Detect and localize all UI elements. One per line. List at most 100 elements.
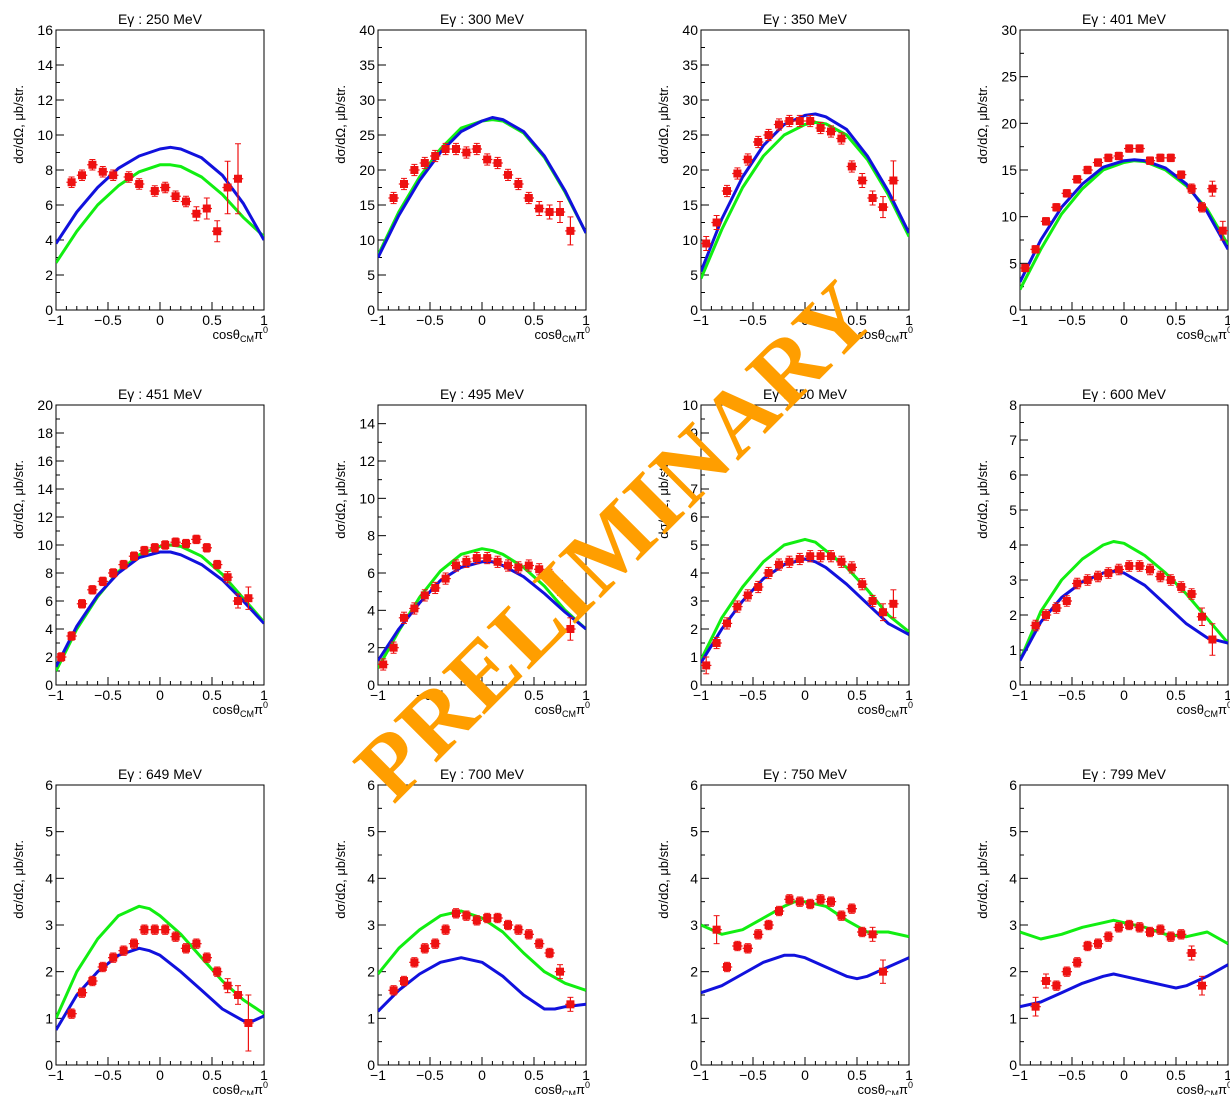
data-point	[472, 916, 481, 925]
x-tick-label: −1	[1012, 1067, 1028, 1083]
data-point	[1135, 144, 1144, 153]
data-point	[524, 194, 533, 202]
data-point	[795, 897, 804, 906]
chart-title: Eγ : 700 MeV	[440, 766, 525, 782]
data-point	[754, 930, 763, 939]
data-point	[150, 925, 159, 934]
x-tick-label: −0.5	[739, 312, 767, 328]
y-tick-label: 8	[45, 162, 53, 178]
data-point	[858, 928, 867, 936]
data-point	[1187, 184, 1196, 193]
data-point	[556, 208, 564, 216]
x-tick-label: −0.5	[1058, 312, 1086, 328]
chart-title: Eγ : 750 MeV	[763, 766, 848, 782]
data-point	[1083, 942, 1092, 950]
y-tick-label: 6	[690, 777, 698, 793]
x-axis-label: cosθCMπ0	[213, 700, 268, 719]
data-point	[462, 557, 471, 566]
data-point	[119, 946, 128, 955]
data-point	[88, 160, 97, 169]
blue-model-curve	[1020, 963, 1228, 1009]
y-tick-label: 4	[45, 232, 53, 248]
data-point	[1052, 203, 1061, 212]
x-axis-label: cosθCMπ0	[535, 700, 590, 719]
x-axis-label: cosθCMπ0	[858, 1080, 913, 1095]
y-tick-label: 4	[45, 621, 53, 637]
y-tick-label: 0	[690, 677, 698, 693]
data-point	[452, 561, 460, 570]
data-point	[795, 555, 804, 563]
data-point	[733, 942, 742, 950]
y-tick-label: 5	[1009, 255, 1017, 271]
data-point	[244, 1019, 253, 1027]
x-tick-label: 0	[801, 1067, 809, 1083]
x-tick-label: −0.5	[739, 687, 767, 703]
y-tick-label: 3	[690, 593, 698, 609]
x-tick-label: 1	[260, 1067, 268, 1083]
y-tick-label: 6	[45, 197, 53, 213]
x-tick-label: 0	[1120, 312, 1128, 328]
blue-model-curve	[378, 116, 586, 259]
data-point	[712, 639, 721, 647]
x-tick-label: 1	[905, 312, 913, 328]
blue-model-curve	[56, 550, 264, 668]
chart-title: Eγ : 250 MeV	[118, 11, 203, 27]
data-point	[1052, 604, 1061, 612]
x-axis-label: cosθCMπ0	[535, 1080, 590, 1095]
x-tick-label: −1	[1012, 312, 1028, 328]
y-tick-label: 14	[359, 416, 375, 432]
y-axis-label: dσ/dΩ, μb/str.	[975, 85, 990, 164]
data-point	[837, 134, 846, 143]
chart-title: Eγ : 600 MeV	[1082, 386, 1167, 402]
data-point	[1031, 245, 1040, 254]
data-point	[1146, 156, 1154, 165]
y-tick-label: 10	[682, 232, 698, 248]
data-point	[1094, 572, 1102, 581]
x-tick-label: 1	[582, 312, 590, 328]
data-point	[472, 554, 481, 563]
data-point	[400, 180, 408, 188]
data-point	[545, 208, 554, 216]
data-point	[213, 967, 222, 976]
y-tick-label: 25	[359, 127, 375, 143]
data-point	[806, 117, 815, 125]
data-point	[879, 203, 887, 212]
blue-model-curve	[1020, 569, 1228, 662]
green-model-curve	[56, 904, 264, 1019]
data-point	[837, 557, 846, 566]
y-tick-label: 10	[37, 537, 53, 553]
data-point	[847, 563, 856, 572]
x-tick-label: 0.5	[1166, 687, 1186, 703]
data-point	[723, 963, 731, 971]
y-tick-label: 20	[359, 162, 375, 178]
data-point	[161, 925, 170, 934]
data-point	[743, 155, 752, 164]
data-point	[493, 557, 502, 566]
blue-model-curve	[701, 557, 909, 664]
data-point	[98, 167, 107, 176]
x-tick-label: −0.5	[739, 1067, 767, 1083]
y-tick-label: 10	[682, 397, 698, 413]
data-point	[441, 925, 450, 934]
y-axis-label: dσ/dΩ, μb/str.	[333, 840, 348, 919]
x-tick-label: 0.5	[202, 312, 222, 328]
data-point	[754, 138, 763, 146]
data-point	[431, 583, 440, 592]
plot-frame	[700, 784, 910, 1066]
x-tick-label: 0	[1120, 687, 1128, 703]
data-point	[441, 574, 450, 583]
x-tick-label: 0.5	[524, 687, 544, 703]
y-tick-label: 3	[1009, 572, 1017, 588]
x-tick-label: 0.5	[524, 312, 544, 328]
data-point	[723, 187, 731, 195]
y-tick-label: 1	[367, 1010, 375, 1026]
chart-title: Eγ : 350 MeV	[763, 11, 848, 27]
chart-panel: Eγ : 750 MeV dσ/dΩ, μb/str. 0 1 2 3 4 5 6 −1 −0.5 0…	[656, 766, 913, 1095]
data-point	[868, 194, 877, 202]
data-point	[1042, 611, 1050, 619]
data-point	[420, 159, 429, 167]
y-tick-label: 0	[690, 1057, 698, 1073]
data-point	[182, 197, 190, 206]
x-tick-label: 0	[478, 1067, 486, 1083]
